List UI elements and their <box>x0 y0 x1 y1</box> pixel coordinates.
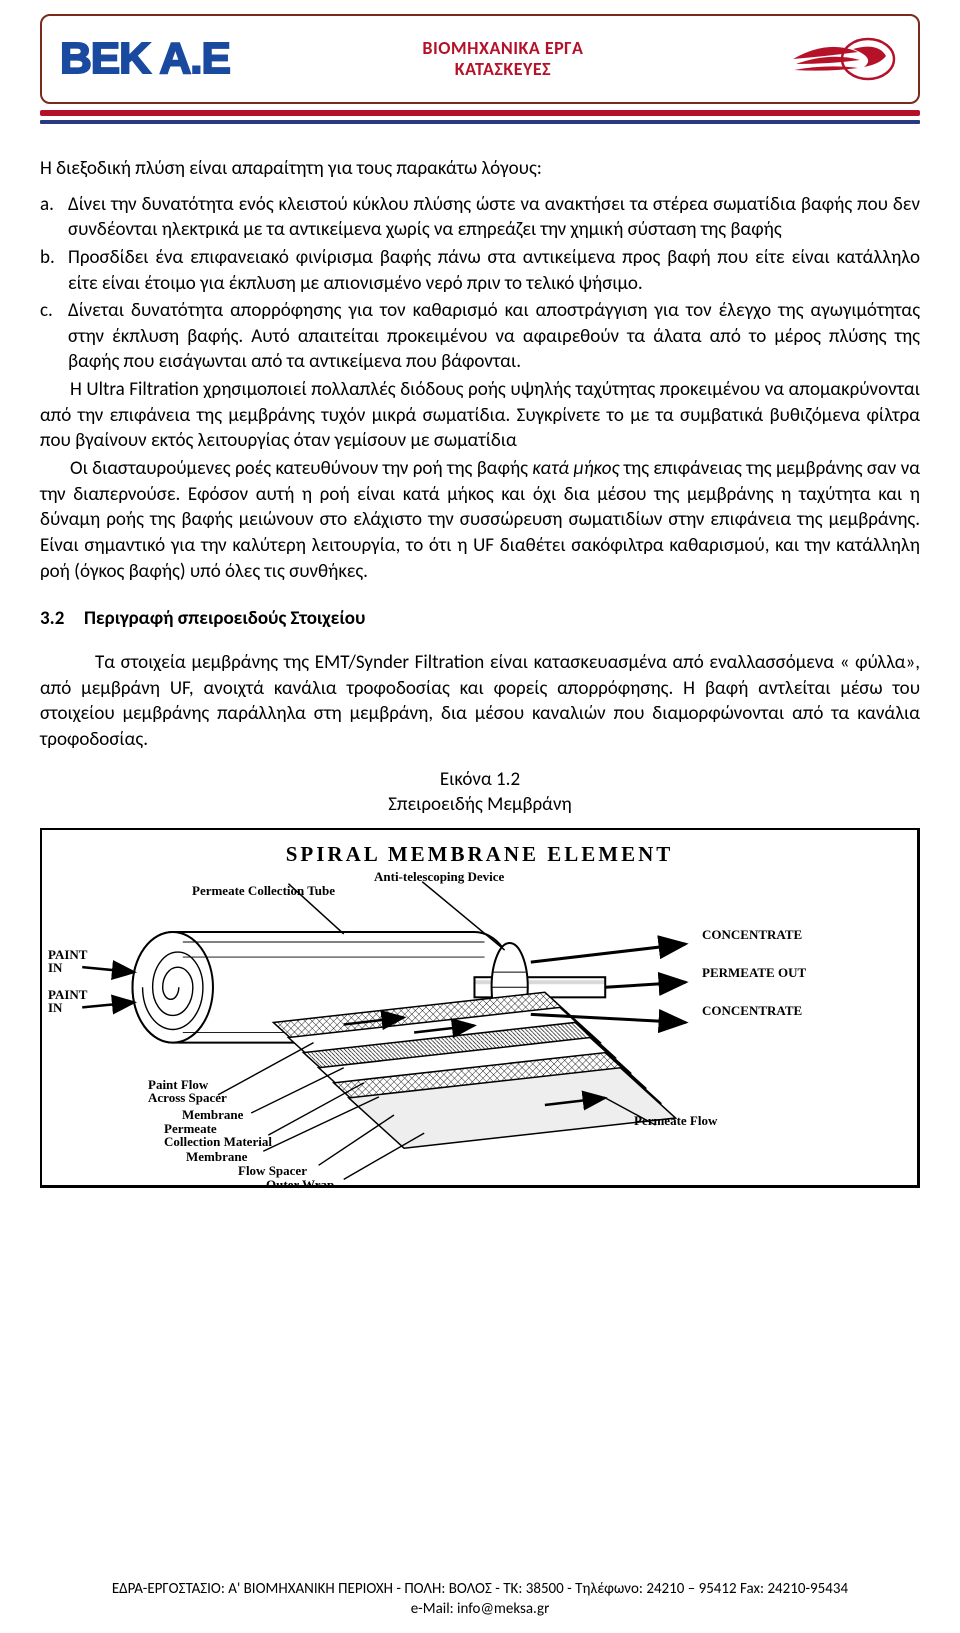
figure-caption-line2: Σπειροειδής Μεμβράνη <box>388 793 571 816</box>
intro-line: Η διεξοδική πλύση είναι απαραίτητη για τ… <box>40 156 920 182</box>
label-permeate-coll-mat: PermeateCollection Material <box>164 1122 272 1149</box>
list-marker: b. <box>40 245 68 296</box>
list-marker: a. <box>40 192 68 243</box>
paragraph-emph: κατά μήκος <box>532 457 619 480</box>
document-body: Η διεξοδική πλύση είναι απαραίτητη για τ… <box>40 156 920 1188</box>
list-text: Δίνεται δυνατότητα απορρόφησης για τον κ… <box>68 298 920 375</box>
list-text: Προσδίδει ένα επιφανειακό φινίρισμα βαφή… <box>68 245 920 296</box>
rule-red <box>40 110 920 116</box>
list-text: Δίνει την δυνατότητα ενός κλειστού κύκλο… <box>68 192 920 243</box>
paragraph-text: Η Ultra Filtration χρησιμοποιεί πολλαπλέ… <box>40 378 920 452</box>
paragraph-text: Τα στοιχεία μεμβράνης της EMT/Synder Fil… <box>40 651 920 751</box>
list-item: b. Προσδίδει ένα επιφανειακό φινίρισμα β… <box>40 245 920 296</box>
label-concentrate-2: CONCENTRATE <box>702 1004 802 1018</box>
flame-icon <box>776 34 906 84</box>
list-item: c. Δίνεται δυνατότητα απορρόφησης για το… <box>40 298 920 375</box>
label-permeate-flow: Permeate Flow <box>634 1114 717 1128</box>
rule-blue <box>40 120 920 124</box>
label-concentrate: CONCENTRATE <box>702 928 802 942</box>
page-footer: ΕΔΡΑ-ΕΡΓΟΣΤΑΣΙΟ: Α' ΒΙΟΜΗΧΑΝΙΚΗ ΠΕΡΙΟΧΗ … <box>0 1580 960 1619</box>
list-item: a. Δίνει την δυνατότητα ενός κλειστού κύ… <box>40 192 920 243</box>
label-paint-in-2: PAINTIN <box>48 988 87 1015</box>
figure-caption: Εικόνα 1.2 Σπειροειδής Μεμβράνη <box>40 768 920 817</box>
header-line1: ΒΙΟΜΗΧΑΝΙΚΑ ΕΡΓΑ <box>230 38 776 59</box>
paragraph-crossflow: Οι διασταυρούμενες ροές κατευθύνουν την … <box>40 456 920 584</box>
section-number: 3.2 <box>40 606 84 632</box>
footer-line2: e-Mail: info@meksa.gr <box>0 1600 960 1620</box>
label-permeate-tube: Permeate Collection Tube <box>192 884 335 898</box>
label-outer-wrap: Outer Wrap <box>266 1178 334 1188</box>
label-membrane-2: Membrane <box>186 1150 247 1164</box>
label-paint-in: PAINTIN <box>48 948 87 975</box>
header-line2: ΚΑΤΑΣΚΕΥΕΣ <box>230 59 776 80</box>
header-box: ΒΕΚ Α.Ε ΒΙΟΜΗΧΑΝΙΚΑ ΕΡΓΑ ΚΑΤΑΣΚΕΥΕΣ <box>40 14 920 104</box>
footer-line1: ΕΔΡΑ-ΕΡΓΟΣΤΑΣΙΟ: Α' ΒΙΟΜΗΧΑΝΙΚΗ ΠΕΡΙΟΧΗ … <box>0 1580 960 1600</box>
logo-text: ΒΕΚ Α.Ε <box>54 34 230 84</box>
figure-title: SPIRAL MEMBRANE ELEMENT <box>54 840 905 868</box>
list-marker: c. <box>40 298 68 375</box>
section-title: Περιγραφή σπειροειδούς Στοιχείου <box>84 607 365 630</box>
figure-spiral-membrane: SPIRAL MEMBRANE ELEMENT <box>40 828 920 1188</box>
section-heading: 3.2Περιγραφή σπειροειδούς Στοιχείου <box>40 606 920 632</box>
label-flow-spacer: Flow Spacer <box>238 1164 307 1178</box>
label-membrane: Membrane <box>182 1108 243 1122</box>
label-paint-flow-spacer: Paint FlowAcross Spacer <box>148 1078 227 1105</box>
label-anti-telescoping: Anti-telescoping Device <box>374 870 504 884</box>
paragraph-uf: Η Ultra Filtration χρησιμοποιεί πολλαπλέ… <box>40 377 920 454</box>
figure-caption-line1: Εικόνα 1.2 <box>440 768 520 791</box>
label-permeate-out: PERMEATE OUT <box>702 966 806 980</box>
paragraph-element: Τα στοιχεία μεμβράνης της EMT/Synder Fil… <box>40 650 920 753</box>
paragraph-text: Οι διασταυρούμενες ροές κατευθύνουν την … <box>70 457 532 480</box>
header-center: ΒΙΟΜΗΧΑΝΙΚΑ ΕΡΓΑ ΚΑΤΑΣΚΕΥΕΣ <box>230 38 776 79</box>
